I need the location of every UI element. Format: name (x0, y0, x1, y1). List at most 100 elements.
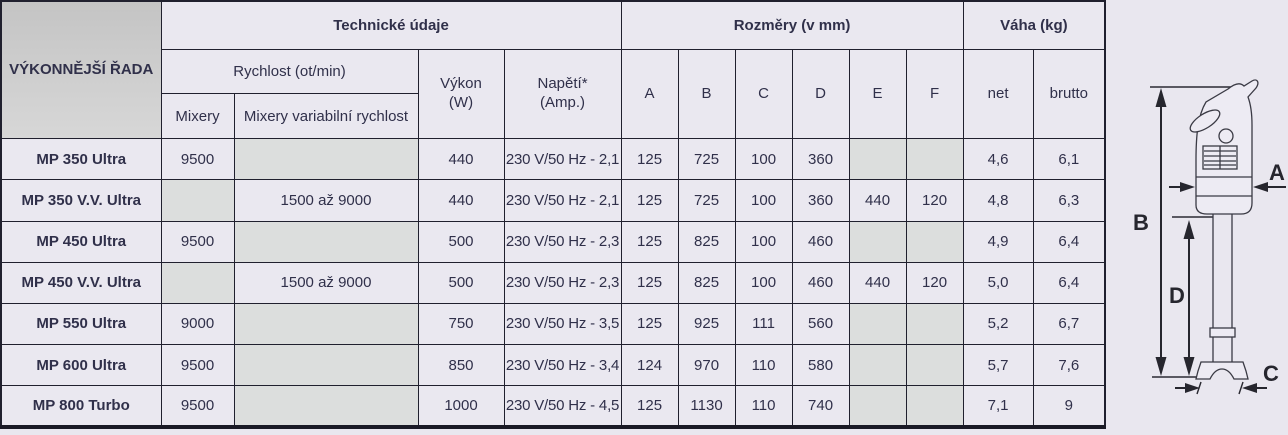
mixery-cell: 9500 (160, 138, 235, 181)
dim-b-cell: 725 (677, 138, 736, 181)
voltage-cell: 230 V/50 Hz - 2,3 (503, 220, 622, 263)
arrow-up-icon (1155, 88, 1167, 107)
power-cell: 500 (417, 220, 505, 263)
dim-c-header: C (734, 48, 793, 140)
net-cell: 4,9 (962, 220, 1034, 263)
dim-f-cell (905, 302, 964, 346)
table-row: MP 550 Ultra 9000 750 230 V/50 Hz - 3,5 … (0, 302, 1106, 346)
dim-c-cell: 100 (734, 179, 793, 222)
dim-c-cell: 110 (734, 385, 793, 428)
dim-d-cell: 740 (791, 385, 850, 428)
dim-f-cell: 120 (905, 179, 964, 222)
motor-body-outline (1195, 79, 1259, 215)
speed-header: Rychlost (ot/min) (160, 48, 419, 94)
model-cell: MP 350 Ultra (0, 138, 162, 181)
dim-c-cell: 100 (734, 138, 793, 181)
dim-f-cell (905, 344, 964, 387)
power-cell: 850 (417, 344, 505, 387)
blender-body-art (1189, 79, 1259, 380)
dim-d-header: D (791, 48, 850, 140)
mixery-cell: 9500 (160, 344, 235, 387)
mixery-cell: 9000 (160, 302, 235, 346)
dim-f-header: F (905, 48, 964, 140)
dim-d-cell: 580 (791, 344, 850, 387)
table-row: MP 800 Turbo 9500 1000 230 V/50 Hz - 4,5… (0, 385, 1106, 428)
voltage-cell: 230 V/50 Hz - 4,5 (503, 385, 622, 428)
dim-f-cell (905, 220, 964, 263)
mixery-vv-cell (233, 344, 419, 387)
table-row: MP 450 Ultra 9500 500 230 V/50 Hz - 2,3 … (0, 220, 1106, 263)
dim-a-cell: 125 (620, 385, 679, 428)
dim-a-header: A (620, 48, 679, 140)
blender-dimension-diagram: B D A C (1133, 79, 1286, 395)
model-cell: MP 600 Ultra (0, 344, 162, 387)
net-cell: 5,0 (962, 261, 1034, 304)
voltage-cell: 230 V/50 Hz - 2,3 (503, 261, 622, 304)
brutto-header: brutto (1032, 48, 1106, 140)
power-cell: 500 (417, 261, 505, 304)
dim-d-cell: 460 (791, 220, 850, 263)
mixery-vv-cell (233, 220, 419, 263)
net-cell: 7,1 (962, 385, 1034, 428)
arrow-left-icon (1242, 383, 1257, 393)
dim-e-header: E (848, 48, 907, 140)
dim-c-cell: 110 (734, 344, 793, 387)
model-cell: MP 450 V.V. Ultra (0, 261, 162, 304)
mixery-vv-cell (233, 138, 419, 181)
power-header-line2: (W) (448, 93, 474, 111)
series-title: VÝKONNĚJŠÍ ŘADA (0, 0, 162, 140)
bell-guard (1195, 361, 1249, 380)
dim-a-cell: 124 (620, 344, 679, 387)
table-row: MP 450 V.V. Ultra 1500 až 9000 500 230 V… (0, 261, 1106, 304)
group-technical-data: Technické údaje (160, 0, 622, 50)
mixery-cell: 9500 (160, 220, 235, 263)
voltage-cell: 230 V/50 Hz - 3,4 (503, 344, 622, 387)
dimension-c: C (1175, 361, 1279, 395)
dim-a-cell: 125 (620, 302, 679, 346)
dim-e-cell (848, 138, 907, 181)
arrow-right-icon (1185, 383, 1200, 393)
dim-d-cell: 560 (791, 302, 850, 346)
dim-e-cell: 440 (848, 179, 907, 222)
brutto-cell: 6,4 (1032, 261, 1106, 304)
dimension-b: B (1133, 88, 1167, 376)
group-dimensions: Rozměry (v mm) (620, 0, 964, 50)
arrow-right-icon (1180, 182, 1195, 192)
dim-a-cell: 125 (620, 220, 679, 263)
dim-a-cell: 125 (620, 179, 679, 222)
dim-a-cell: 125 (620, 138, 679, 181)
header-row-sub1: Rychlost (ot/min) Výkon (W) Napětí* (Amp… (1, 48, 1106, 140)
voltage-cell: 230 V/50 Hz - 2,1 (503, 179, 622, 222)
power-cell: 750 (417, 302, 505, 346)
table-row: MP 350 V.V. Ultra 1500 až 9000 440 230 V… (0, 179, 1106, 222)
model-cell: MP 450 Ultra (0, 220, 162, 263)
arrow-up-icon (1183, 220, 1195, 239)
dim-c-cell: 100 (734, 220, 793, 263)
mixery-cell (160, 261, 235, 304)
dim-e-cell (848, 344, 907, 387)
power-cell: 440 (417, 179, 505, 222)
brutto-cell: 6,4 (1032, 220, 1106, 263)
dim-d-cell: 360 (791, 179, 850, 222)
voltage-header-line1: Napětí* (537, 75, 588, 93)
net-cell: 4,6 (962, 138, 1034, 181)
mixery-vv-cell: 1500 až 9000 (233, 179, 419, 222)
dim-label-b: B (1133, 210, 1149, 235)
dim-f-cell (905, 385, 964, 428)
table-row: MP 600 Ultra 9500 850 230 V/50 Hz - 3,4 … (0, 344, 1106, 387)
dim-label-a: A (1269, 160, 1285, 185)
handle-grip-hole (1189, 109, 1221, 133)
brutto-cell: 7,6 (1032, 344, 1106, 387)
dim-d-cell: 460 (791, 261, 850, 304)
mixery-header: Mixery (160, 92, 235, 140)
power-cell: 1000 (417, 385, 505, 428)
dimension-d: D (1169, 220, 1195, 376)
dim-label-d: D (1169, 283, 1185, 308)
model-cell: MP 800 Turbo (0, 385, 162, 428)
dim-c-cell: 111 (734, 302, 793, 346)
dim-b-cell: 1130 (677, 385, 736, 428)
table-row: MP 350 Ultra 9500 440 230 V/50 Hz - 2,1 … (0, 138, 1106, 181)
dim-e-cell (848, 302, 907, 346)
voltage-header-line2: (Amp.) (540, 93, 586, 111)
